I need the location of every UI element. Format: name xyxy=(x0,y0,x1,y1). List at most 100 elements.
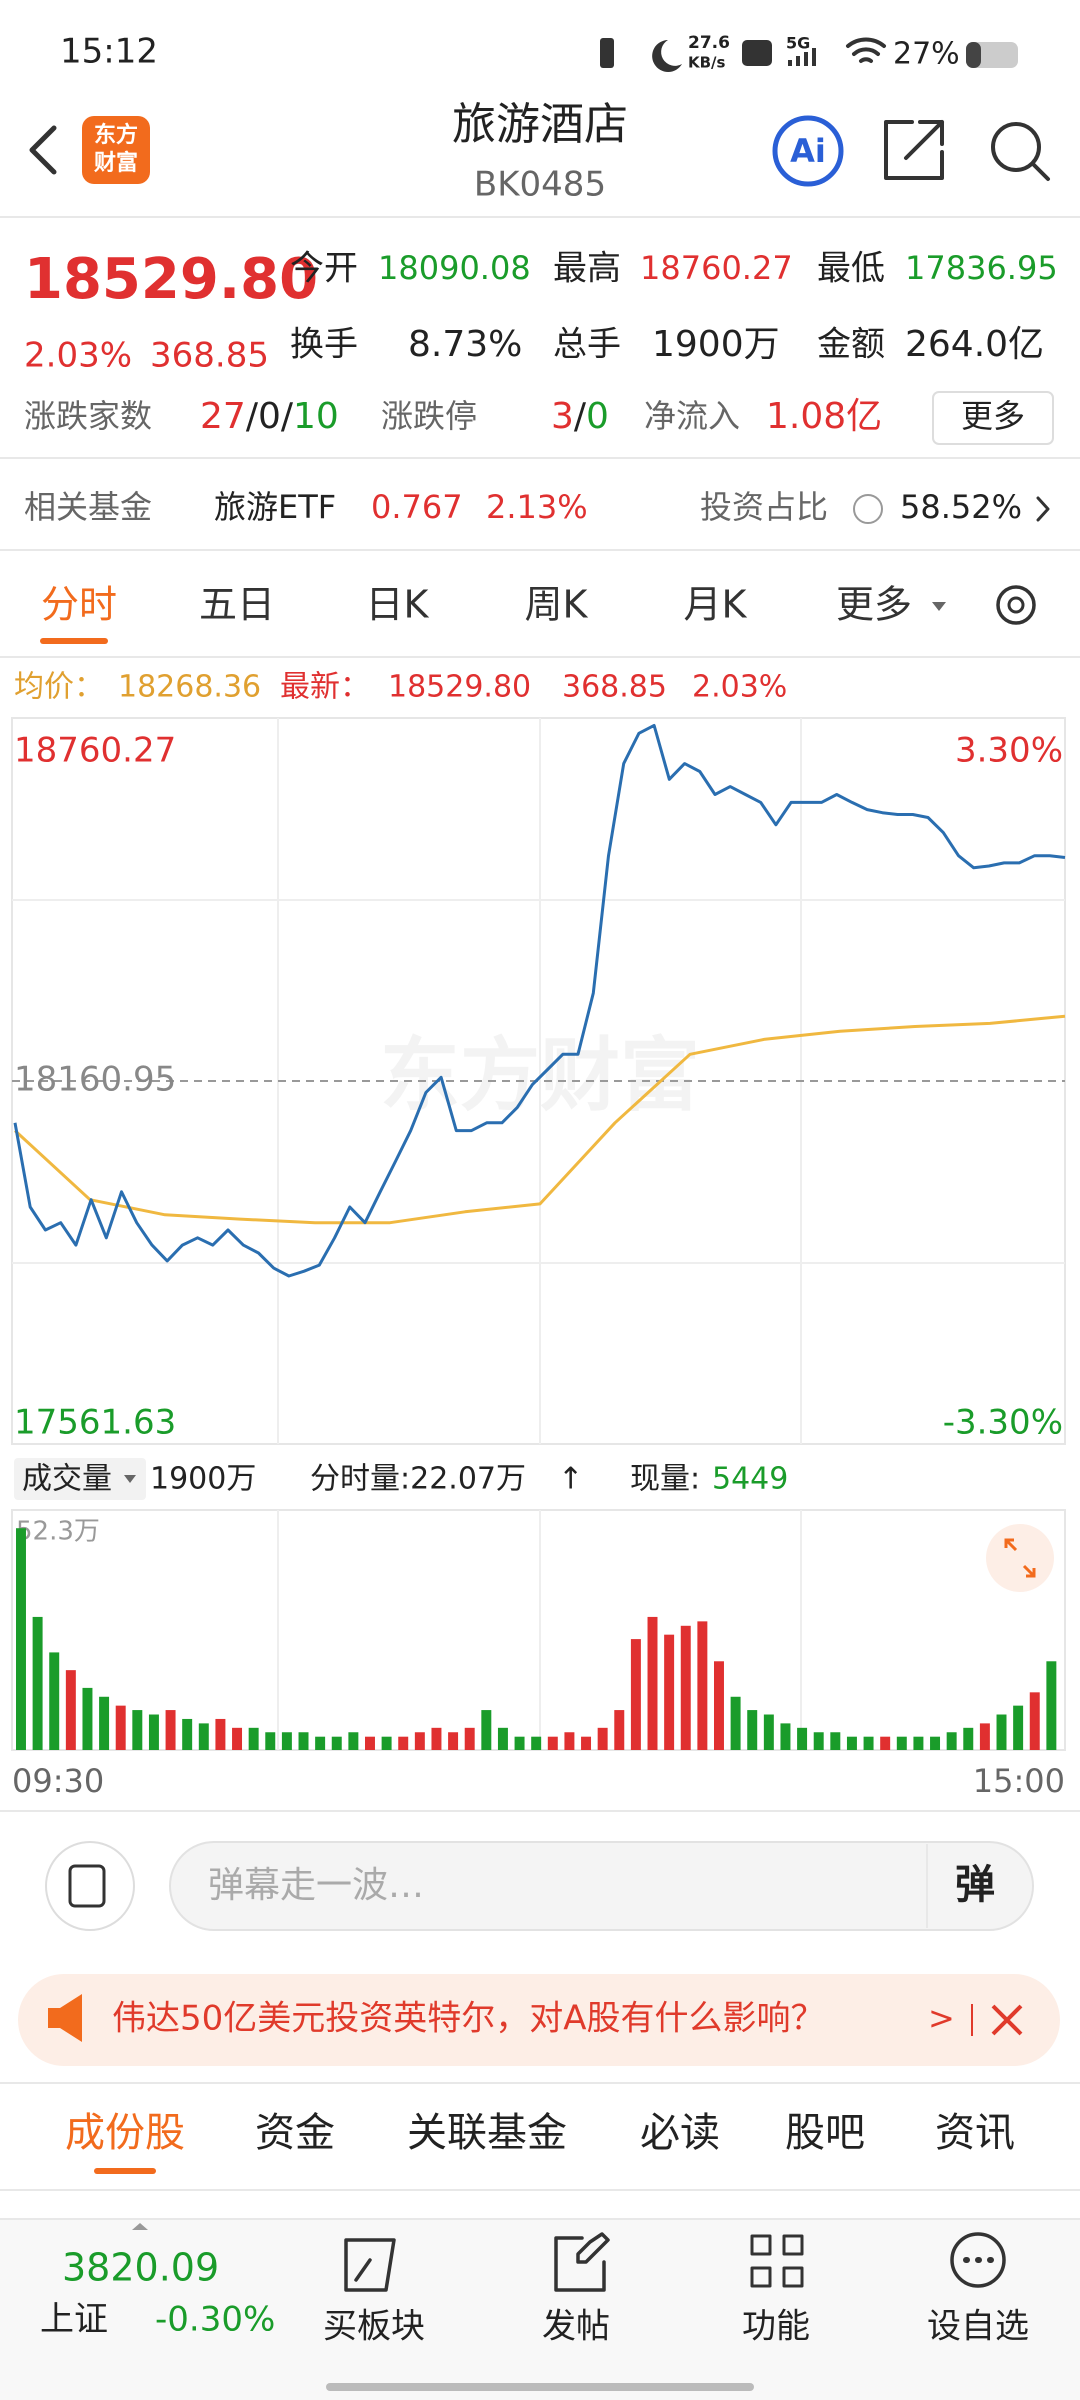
nav-label[interactable]: 发帖 xyxy=(542,2307,610,2347)
volume-bar xyxy=(547,1736,558,1750)
price-tick-label: 18160.95 xyxy=(14,1060,176,1100)
close-news[interactable] xyxy=(991,2004,1023,2036)
fund-name[interactable]: 旅游ETF xyxy=(214,488,336,526)
ratio-label: 投资占比 xyxy=(700,488,828,526)
volume-bar xyxy=(448,1732,459,1750)
volume-bar xyxy=(315,1736,326,1750)
inflow: 1.08亿 xyxy=(766,396,882,437)
nav-icon xyxy=(554,2232,610,2292)
wifi-icon xyxy=(846,37,886,63)
more-label: 更多 xyxy=(961,397,1025,435)
breadth-label: 涨跌家数 xyxy=(24,397,152,435)
volume-bar xyxy=(414,1732,425,1750)
content-tab[interactable]: 关联基金 xyxy=(407,2110,567,2156)
chart-tab[interactable]: 五日 xyxy=(199,583,275,627)
dropdown-caret xyxy=(124,1475,136,1483)
chart-tab[interactable]: 周K xyxy=(525,583,589,627)
nav-icon xyxy=(950,2232,1006,2288)
content-tab[interactable]: 资金 xyxy=(255,2110,335,2156)
field-value: 8.73% xyxy=(408,324,522,365)
volume-bar xyxy=(531,1736,542,1750)
battery-fill xyxy=(966,42,981,68)
field-value: 17836.95 xyxy=(905,249,1058,287)
volume-bar xyxy=(614,1710,625,1750)
content-tab[interactable]: 资讯 xyxy=(935,2110,1015,2156)
volume-bar xyxy=(99,1696,110,1750)
volume-chart: 52.3万 xyxy=(16,1517,1057,1750)
news-banner[interactable] xyxy=(18,1974,1060,2066)
grid-lines xyxy=(277,1510,802,1750)
danmaku-input[interactable] xyxy=(169,1841,1034,1931)
field-value: 264.0亿 xyxy=(905,324,1044,365)
ratio-arrow[interactable] xyxy=(1036,496,1050,522)
ai-button[interactable] xyxy=(772,115,844,187)
news-arrow: > xyxy=(928,1999,955,2037)
ai-label: Ai xyxy=(790,132,826,170)
content-tab[interactable]: 股吧 xyxy=(785,2110,865,2156)
nav-label[interactable]: 买板块 xyxy=(323,2307,425,2347)
volume-bar xyxy=(215,1718,226,1750)
volume-total: 1900万 xyxy=(150,1462,256,1497)
intraday-chart: 17561.63 18160.95 18760.27 -3.30% 3.30% xyxy=(12,723,1066,1443)
search-handle xyxy=(1031,162,1050,181)
limit-up: 3 xyxy=(551,396,574,437)
dropdown-caret xyxy=(932,602,946,611)
volume-bar xyxy=(365,1736,375,1750)
chart-tab[interactable]: 分时 xyxy=(41,583,117,627)
volume-bar xyxy=(996,1714,1007,1750)
status-time: 15:12 xyxy=(60,32,158,72)
nav-icon xyxy=(750,2234,804,2288)
volume-bar xyxy=(32,1616,43,1750)
volume-bar xyxy=(564,1732,575,1750)
volume-bar xyxy=(730,1696,741,1750)
volume-bar xyxy=(398,1736,409,1750)
inflow-label: 净流入 xyxy=(644,397,740,435)
field-label: 最高 xyxy=(553,249,621,289)
volume-bar xyxy=(697,1621,708,1750)
avg-value: 18268.36 xyxy=(118,670,261,705)
back-button[interactable] xyxy=(29,125,57,175)
volume-bar xyxy=(148,1714,159,1750)
help-icon[interactable] xyxy=(853,494,883,524)
volume-bar xyxy=(182,1718,193,1750)
volume-bar xyxy=(813,1732,824,1750)
volume-bar xyxy=(896,1736,907,1750)
nav-label[interactable]: 设自选 xyxy=(927,2307,1029,2347)
volume-selector[interactable] xyxy=(14,1458,146,1500)
nav-label[interactable]: 功能 xyxy=(742,2307,810,2347)
volume-tick-label: 52.3万 xyxy=(16,1517,100,1547)
content-tab[interactable]: 成份股 xyxy=(65,2110,185,2156)
search-button[interactable] xyxy=(991,122,1041,172)
change: 368.85 xyxy=(150,336,269,376)
index-pct: -0.30% xyxy=(155,2300,275,2340)
chart-tab[interactable]: 更多 xyxy=(836,583,912,627)
chart-tab[interactable]: 月K xyxy=(684,583,748,627)
volume-bar xyxy=(65,1670,76,1750)
danmaku-toggle[interactable]: 弹 xyxy=(955,1862,995,1908)
share-button[interactable] xyxy=(884,120,944,180)
content-tab[interactable]: 必读 xyxy=(640,2110,720,2156)
volume-bar xyxy=(797,1727,808,1750)
logo-text: 财富 xyxy=(94,150,138,176)
volume-bar xyxy=(198,1723,209,1750)
volume-label: 成交量 xyxy=(22,1462,112,1497)
sector-code: BK0485 xyxy=(474,165,606,205)
time-end: 15:00 xyxy=(973,1762,1065,1800)
latest-label: 最新： xyxy=(280,670,370,705)
index-value[interactable]: 3820.09 xyxy=(62,2246,219,2290)
volume-bar xyxy=(930,1736,941,1750)
more-button[interactable] xyxy=(932,391,1054,445)
last-price: 18529.80 xyxy=(24,247,318,312)
advances: 27 xyxy=(200,396,246,437)
field-label: 金额 xyxy=(817,325,885,365)
expand-button[interactable] xyxy=(986,1524,1054,1592)
comment-list-button[interactable] xyxy=(45,1841,135,1931)
fund-label: 相关基金 xyxy=(24,488,152,526)
settings-button[interactable] xyxy=(996,585,1036,625)
unchanged: 0 xyxy=(258,396,281,437)
vibrate-icon xyxy=(600,38,614,68)
chart-tab[interactable]: 日K xyxy=(366,583,430,627)
limit-down: 0 xyxy=(586,396,609,437)
volume-bar xyxy=(963,1727,974,1750)
breadth: 27/0/10 xyxy=(200,396,339,437)
